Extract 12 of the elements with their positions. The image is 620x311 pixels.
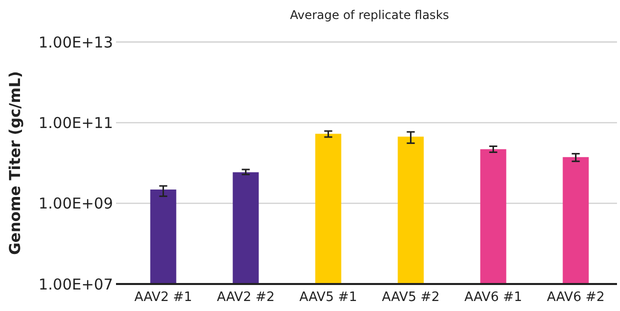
y-tick-label: 1.00E+13 [38,33,113,52]
x-tick-label: AAV5 #2 [382,290,440,305]
x-tick-label: AAV2 #2 [216,290,275,305]
x-tick-label: AAV5 #1 [299,290,358,305]
chart-title: Average of replicate flasks [290,8,450,22]
y-tick-label: 1.00E+07 [38,275,113,294]
y-tick-label: 1.00E+09 [38,194,113,213]
y-axis-title: Genome Titer (gc/mL) [6,71,24,255]
y-tick-label: 1.00E+11 [38,114,113,132]
x-tick-label: AAV2 #1 [134,290,192,305]
x-tick-label: AAV6 #1 [464,290,522,305]
x-tick-label: AAV6 #2 [546,290,605,305]
